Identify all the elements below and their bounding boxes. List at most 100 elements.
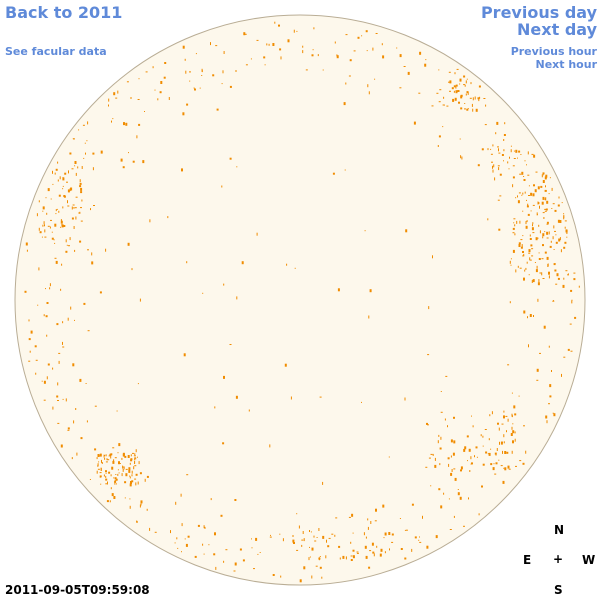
- facula-speck: [114, 457, 117, 459]
- see-facular-data-link[interactable]: See facular data: [5, 45, 107, 58]
- facula-speck: [549, 177, 551, 179]
- facula-speck: [199, 87, 201, 89]
- facula-speck: [437, 440, 439, 444]
- facula-speck: [504, 467, 507, 471]
- facula-speck: [70, 187, 73, 191]
- facula-speck: [184, 58, 186, 61]
- facula-speck: [90, 208, 91, 211]
- facula-speck: [471, 103, 473, 107]
- facula-speck: [135, 482, 137, 486]
- facula-speck: [154, 89, 156, 91]
- facula-speck: [46, 334, 48, 337]
- facula-speck: [452, 98, 455, 102]
- facula-speck: [440, 391, 442, 392]
- facula-speck: [58, 360, 60, 364]
- facula-speck: [123, 467, 125, 470]
- facula-speck: [128, 469, 131, 473]
- facula-speck: [299, 579, 302, 583]
- facula-speck: [368, 91, 370, 95]
- facula-speck: [569, 323, 572, 325]
- facula-speck: [555, 283, 558, 285]
- facula-speck: [396, 47, 398, 49]
- previous-day-link[interactable]: Previous day: [480, 3, 597, 22]
- facula-speck: [298, 525, 300, 529]
- facula-speck: [130, 459, 133, 462]
- facula-speck: [554, 209, 557, 212]
- facula-speck: [539, 352, 541, 354]
- next-hour-link[interactable]: Next hour: [535, 58, 598, 71]
- facula-speck: [512, 430, 515, 434]
- facula-speck: [454, 72, 456, 75]
- facula-speck: [534, 262, 536, 263]
- facula-speck: [65, 398, 67, 402]
- facula-speck: [405, 529, 408, 531]
- facula-speck: [136, 135, 138, 139]
- facula-speck: [45, 197, 47, 199]
- facula-speck: [414, 536, 417, 539]
- facula-speck: [369, 289, 372, 293]
- facula-speck: [522, 462, 525, 465]
- previous-hour-link[interactable]: Previous hour: [510, 45, 597, 58]
- facula-speck: [460, 95, 463, 99]
- facula-speck: [399, 54, 402, 58]
- facula-speck: [108, 98, 110, 102]
- facula-speck: [522, 210, 524, 212]
- facula-speck: [542, 236, 544, 239]
- facula-speck: [438, 101, 441, 103]
- facula-speck: [292, 539, 295, 543]
- facula-speck: [521, 244, 523, 248]
- facula-speck: [426, 422, 428, 425]
- facula-speck: [318, 557, 320, 561]
- facula-speck: [60, 219, 62, 222]
- facula-speck: [411, 548, 413, 552]
- facula-speck: [544, 189, 547, 192]
- facula-speck: [91, 252, 93, 256]
- facula-speck: [548, 275, 550, 279]
- facula-speck: [476, 456, 478, 458]
- facula-speck: [453, 468, 456, 470]
- facula-speck: [526, 205, 529, 208]
- facula-speck: [243, 32, 246, 36]
- back-to-year-link[interactable]: Back to 2011: [5, 3, 123, 22]
- facula-speck: [491, 161, 493, 163]
- facula-speck: [522, 235, 524, 237]
- facula-speck: [134, 457, 136, 461]
- facula-speck: [542, 180, 545, 183]
- facula-speck: [85, 152, 86, 155]
- facula-speck: [214, 406, 216, 409]
- facula-speck: [296, 513, 298, 515]
- facula-speck: [223, 560, 225, 563]
- facula-speck: [515, 269, 517, 273]
- facula-speck: [255, 537, 258, 541]
- facula-speck: [495, 462, 498, 465]
- facula-speck: [131, 268, 133, 271]
- facula-speck: [113, 459, 115, 462]
- facula-speck: [131, 470, 133, 474]
- facula-speck: [73, 226, 75, 229]
- facula-speck: [152, 66, 154, 69]
- facula-speck: [514, 431, 516, 434]
- facula-speck: [513, 150, 515, 152]
- facula-speck: [439, 463, 441, 466]
- facula-speck: [185, 70, 187, 74]
- facula-speck: [131, 480, 134, 483]
- facula-speck: [478, 98, 480, 102]
- observation-timestamp: 2011-09-05T09:59:08: [5, 583, 150, 597]
- facula-speck: [530, 210, 532, 212]
- facula-speck: [52, 406, 54, 410]
- facula-speck: [125, 122, 128, 126]
- next-day-link[interactable]: Next day: [517, 20, 597, 39]
- facula-speck: [194, 555, 197, 558]
- facula-speck: [144, 111, 145, 112]
- facula-speck: [508, 168, 510, 170]
- facula-speck: [453, 90, 455, 93]
- facula-speck: [455, 84, 458, 87]
- facula-speck: [443, 96, 445, 99]
- facula-speck: [503, 434, 505, 438]
- facula-speck: [52, 170, 53, 174]
- facula-speck: [45, 288, 46, 290]
- facula-speck: [62, 398, 64, 400]
- facula-speck: [430, 485, 432, 487]
- facula-speck: [532, 279, 535, 283]
- facula-speck: [62, 177, 65, 181]
